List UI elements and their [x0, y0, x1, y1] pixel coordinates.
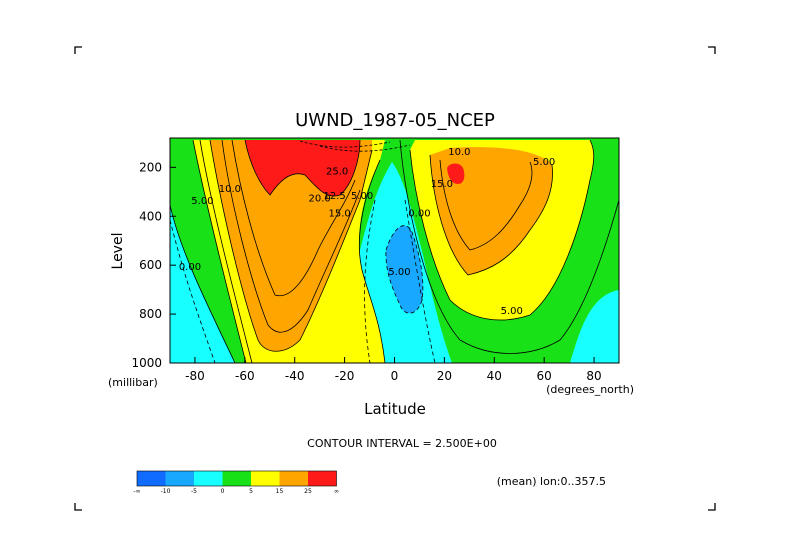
colorbar-swatch	[222, 471, 251, 486]
x-axis-units: (degrees_north)	[546, 383, 634, 396]
x-tick-label: 20	[437, 369, 452, 383]
colorbar-swatch	[194, 471, 223, 486]
contour-line	[439, 159, 533, 251]
y-tick-label: 400	[139, 209, 162, 223]
y-tick-label: 800	[139, 307, 162, 321]
contour-line-negative	[170, 219, 216, 363]
contour-line	[231, 139, 356, 297]
mean-label: (mean) lon:0..357.5	[497, 475, 606, 488]
contour-label: 10.0	[219, 184, 241, 195]
colorbar-label: -∞	[133, 488, 140, 495]
corner-mark-bottom-right	[708, 503, 716, 511]
colorbar-swatch	[137, 471, 166, 486]
colorbar-swatch	[279, 471, 308, 486]
contour-label: 5.00	[501, 306, 523, 317]
contour-interval-label: CONTOUR INTERVAL = 2.500E+00	[307, 437, 497, 450]
contour-line	[221, 139, 361, 333]
colorbar-frame	[136, 470, 337, 487]
corner-marks	[74, 46, 716, 511]
region-red-north	[447, 163, 465, 184]
contour-label: 15.0	[328, 208, 350, 219]
colorbar-label: 15	[276, 488, 284, 495]
contour-label: 5.00	[388, 267, 410, 278]
contour-label: 20.0	[309, 194, 331, 205]
contour-line	[409, 139, 595, 321]
region-red-south	[245, 140, 360, 196]
contour-label: 0.00	[179, 262, 201, 273]
contour-line	[429, 154, 553, 276]
y-axis-label: Level	[110, 233, 126, 270]
contour-line-negative	[299, 140, 411, 152]
y-tick-label: 1000	[131, 356, 162, 370]
y-tick-label: 200	[139, 160, 162, 174]
x-tick-label: 80	[586, 369, 601, 383]
corner-mark-bottom-left	[74, 503, 82, 511]
colorbar-label: -10	[161, 488, 171, 495]
colorbar-swatch	[308, 471, 337, 486]
colorbar: -∞ -10 -5 0 5 15 25 ∞	[133, 470, 339, 495]
contour-label: 5.00	[533, 157, 555, 168]
x-tick-label: 0	[391, 369, 399, 383]
colorbar-label: 5	[249, 488, 253, 495]
contour-line	[192, 139, 247, 363]
x-tick-label: -60	[235, 369, 255, 383]
region-cyan-left	[170, 205, 235, 363]
x-tick-label: 60	[537, 369, 552, 383]
y-axis-ticks: 200 400 600 800 1000	[131, 160, 176, 370]
y-axis-units: (millibar)	[108, 376, 158, 389]
colorbar-label: -5	[191, 488, 197, 495]
contour-line	[199, 139, 253, 363]
contour-line	[358, 159, 386, 363]
contour-label: 25.0	[326, 167, 348, 178]
contour-label: 0.00	[408, 208, 430, 219]
x-tick-label: -20	[335, 369, 355, 383]
colorbar-label: 0	[221, 488, 225, 495]
contour-lines	[170, 139, 619, 363]
x-axis-ticks: -80 -60 -40 -20 0 20 40 60 80	[185, 357, 602, 383]
x-tick-label: -80	[185, 369, 205, 383]
corner-mark-top-left	[74, 46, 82, 54]
contour-label: 5.00	[191, 196, 213, 207]
colorbar-swatch	[251, 471, 280, 486]
corner-mark-top-right	[708, 46, 716, 54]
contour-labels: 10.0 5.00 0.00 25.0 20.0 15.0 12.5 5.00 0.00 5.00…	[179, 147, 555, 317]
region-blue-center	[385, 225, 423, 314]
colorbar-label: ∞	[334, 488, 339, 495]
contour-label: 12.5	[324, 191, 346, 202]
contour-label: 10.0	[448, 147, 470, 158]
y-tick-label: 600	[139, 258, 162, 272]
contour-line	[170, 204, 236, 363]
contour-line	[244, 139, 361, 197]
x-tick-label: 40	[487, 369, 502, 383]
contour-line-negative	[364, 199, 376, 363]
contour-line-negative	[404, 199, 436, 363]
x-tick-label: -40	[285, 369, 305, 383]
contour-label: 15.0	[431, 179, 453, 190]
colorbar-swatch	[165, 471, 194, 486]
x-axis-label: Latitude	[364, 400, 426, 418]
chart-title: UWND_1987-05_NCEP	[295, 110, 495, 131]
contour-line	[209, 139, 373, 352]
region-cyan-right	[570, 290, 619, 363]
contour-line	[399, 139, 619, 354]
colorbar-label: 25	[304, 488, 312, 495]
contour-label: 5.00	[351, 191, 373, 202]
